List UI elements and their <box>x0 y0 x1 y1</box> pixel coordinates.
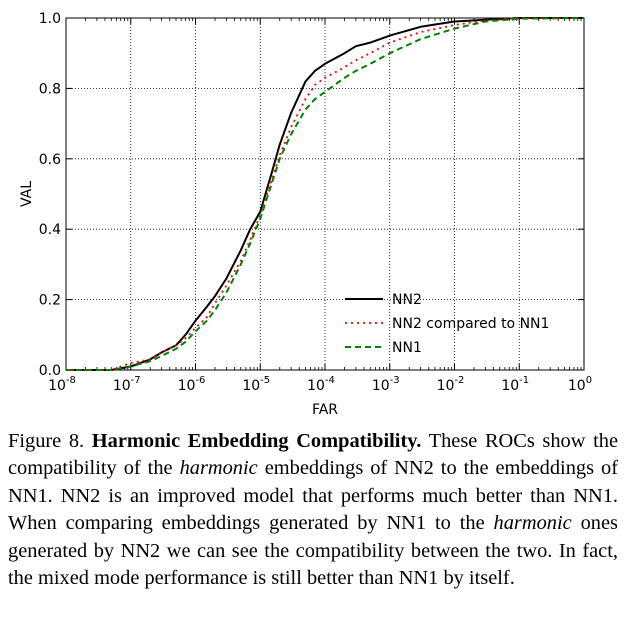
series-line-3 <box>66 17 585 371</box>
caption-label: Figure 8. <box>8 430 85 452</box>
x-tick-label: 10-8 <box>48 375 76 394</box>
x-tick-label: 10-4 <box>307 375 335 394</box>
y-tick-label: 0.2 <box>39 293 61 309</box>
x-tick-label: 10-5 <box>242 375 270 394</box>
series-lines <box>66 17 585 371</box>
x-axis-label: FAR <box>312 402 338 418</box>
roc-chart: 10-8 10-7 10-6 10-5 10-4 10-3 10-2 10-1 100 0.0 0.… <box>19 11 592 418</box>
y-axis-label: VAL <box>19 181 35 207</box>
x-tick-label: 10-1 <box>501 375 529 394</box>
caption-text-2: embeddings of NN2 to the embeddings of N… <box>8 457 619 535</box>
legend-label-3: NN1 <box>392 340 422 356</box>
legend-label-2: NN2 compared to NN1 <box>392 316 549 332</box>
grid-lines <box>66 18 584 370</box>
x-tick-label: 100 <box>568 375 592 394</box>
figure-caption: Figure 8. Harmonic Embedding Compatibili… <box>8 428 618 592</box>
legend: NN2 NN2 compared to NN1 NN1 <box>345 292 549 356</box>
y-tick-label: 0.4 <box>39 222 61 238</box>
caption-emphasis-1: harmonic <box>179 457 258 480</box>
caption-text-1: These ROCs show the compatibility of the <box>8 430 619 480</box>
series-line-2 <box>66 17 584 371</box>
y-tick-label: 0.8 <box>39 81 61 97</box>
caption-title: Harmonic Embedding Compatibility. <box>91 430 422 452</box>
y-tick-label: 0.0 <box>39 363 61 379</box>
x-tick-label: 10-6 <box>178 375 206 394</box>
x-tick-label: 10-2 <box>437 375 465 394</box>
roc-chart-svg: 10-8 10-7 10-6 10-5 10-4 10-3 10-2 10-1 100 0.0 0.… <box>19 11 592 418</box>
caption-text-3: ones generated by NN2 we can see the com… <box>8 512 618 590</box>
caption-emphasis-2: harmonic <box>493 512 572 535</box>
y-tick-label: 0.6 <box>39 152 61 168</box>
legend-label-1: NN2 <box>392 292 422 308</box>
y-tick-label: 1.0 <box>39 11 61 27</box>
x-tick-label: 10-7 <box>113 375 141 394</box>
x-tick-label: 10-3 <box>372 375 400 394</box>
axis-ticks: 10-8 10-7 10-6 10-5 10-4 10-3 10-2 10-1 100 0.0 0.… <box>39 11 592 394</box>
